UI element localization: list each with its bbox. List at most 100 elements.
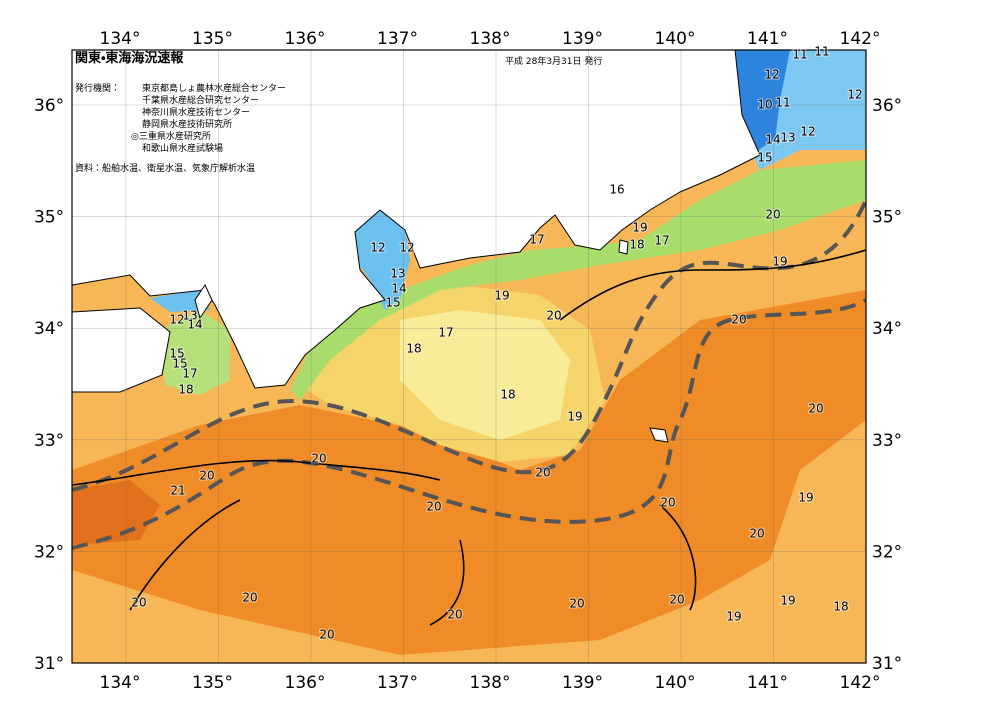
contour-label: 20 — [731, 313, 746, 327]
lon-label-bottom: 138° — [470, 673, 511, 693]
cooler-water — [400, 310, 570, 440]
kuroshio-axis-north — [72, 199, 866, 492]
contour-label: 11 — [792, 48, 807, 62]
contour-label: 20 — [535, 466, 550, 480]
agency: 千葉県水産総合研究センター — [142, 94, 259, 106]
contour-label: 20 — [660, 496, 675, 510]
contour-label: 17 — [182, 367, 197, 381]
contour-label: 12 — [370, 241, 385, 255]
contour-label: 21 — [170, 484, 185, 498]
lat-label-left: 32° — [34, 542, 64, 562]
ise-bay — [355, 210, 410, 310]
contour-label: 18 — [629, 238, 644, 252]
lat-label-left: 36° — [34, 96, 64, 116]
contour-label: 12 — [847, 88, 862, 102]
contour-label: 20 — [569, 597, 584, 611]
contour-label: 18 — [178, 383, 193, 397]
contour-label: 20 — [749, 527, 764, 541]
kuroshio-axis — [72, 298, 866, 550]
contour-label: 17 — [654, 234, 669, 248]
contour-label: 18 — [406, 342, 421, 356]
contour-label: 20 — [808, 402, 823, 416]
contour-label: 19 — [780, 594, 795, 608]
contour-label: 17 — [529, 233, 544, 247]
contour-label: 20 — [669, 593, 684, 607]
osaka-bay — [150, 290, 210, 312]
lon-label-bottom: 134° — [100, 673, 141, 693]
contour-label: 20 — [311, 452, 326, 466]
lon-label-top: 138° — [470, 29, 511, 49]
lon-label-bottom: 135° — [192, 673, 233, 693]
issue-date: 平成 28年3月31日 発行 — [505, 55, 602, 67]
awaji — [194, 283, 213, 320]
graticule — [72, 50, 867, 664]
contour-label: 12 — [764, 68, 779, 82]
lon-label-top: 140° — [655, 29, 696, 49]
lat-label-left: 31° — [34, 654, 64, 674]
agency: 神奈川県水産技術センター — [142, 106, 250, 118]
coldest-water — [735, 50, 790, 150]
contour-label: 20 — [546, 309, 561, 323]
agency: ◎三重県水産研究所 — [131, 130, 211, 142]
contour-label: 20 — [242, 591, 257, 605]
contour-label: 11 — [814, 45, 829, 59]
contour-label: 15 — [169, 347, 184, 361]
agency: 和歌山県水産試験場 — [142, 142, 223, 154]
contour-label: 10 — [757, 98, 772, 112]
izu-oshima — [618, 239, 629, 255]
contour-label: 18 — [833, 600, 848, 614]
contour-label: 16 — [609, 183, 624, 197]
contour-label: 20 — [765, 208, 780, 222]
agency: 静岡県水産技術研究所 — [142, 118, 232, 130]
lon-label-top: 134° — [100, 29, 141, 49]
hachijo — [649, 427, 669, 443]
lat-label-left: 33° — [34, 431, 64, 451]
lon-label-top: 141° — [747, 29, 788, 49]
title: 関東・東海海況速報 — [75, 50, 184, 66]
contour-label: 14 — [765, 133, 780, 147]
contour-label: 19 — [726, 610, 741, 624]
contour-label: 12 — [800, 125, 815, 139]
contour-label: 15 — [172, 357, 187, 371]
contour-label: 19 — [772, 255, 787, 269]
contour-label: 20 — [426, 500, 441, 514]
lat-label-right: 33° — [872, 431, 902, 451]
lat-label-right: 35° — [872, 208, 902, 228]
map-body — [72, 50, 866, 663]
isotherm-20-south — [129, 249, 866, 626]
contour-label: 20 — [447, 608, 462, 622]
contour-label: 19 — [632, 221, 647, 235]
lon-label-top: 137° — [377, 29, 418, 49]
publisher-heading: 発行機関： — [75, 82, 120, 94]
lat-label-right: 34° — [872, 319, 902, 339]
data-source: 資料：船舶水温、衛星水温、気象庁解析水温 — [75, 162, 255, 174]
contour-label: 20 — [319, 628, 334, 642]
lat-label-left: 34° — [34, 319, 64, 339]
shikoku — [72, 307, 171, 393]
contour-label: 19 — [494, 289, 509, 303]
lon-label-bottom: 136° — [285, 673, 326, 693]
lon-label-bottom: 142° — [840, 673, 881, 693]
contour-label: 15 — [757, 151, 772, 165]
contour-label: 13 — [780, 131, 795, 145]
lon-label-bottom: 141° — [747, 673, 788, 693]
contour-label: 20 — [131, 596, 146, 610]
contour-label: 14 — [391, 282, 406, 296]
coastal-green — [290, 160, 866, 400]
lat-label-right: 32° — [872, 542, 902, 562]
lat-label-left: 35° — [34, 208, 64, 228]
lon-label-top: 136° — [285, 29, 326, 49]
contour-label: 12 — [169, 313, 184, 327]
contour-label: 12 — [399, 241, 414, 255]
warmest-patch — [72, 480, 160, 545]
lon-label-bottom: 139° — [562, 673, 603, 693]
contour-label: 15 — [385, 296, 400, 310]
coastal-green-west — [160, 310, 230, 395]
lon-label-top: 142° — [840, 29, 881, 49]
map-frame — [71, 49, 867, 664]
agency: 東京都島しょ農林水産総合センター — [142, 82, 286, 94]
contour-label: 18 — [500, 388, 515, 402]
contour-label: 14 — [187, 318, 202, 332]
